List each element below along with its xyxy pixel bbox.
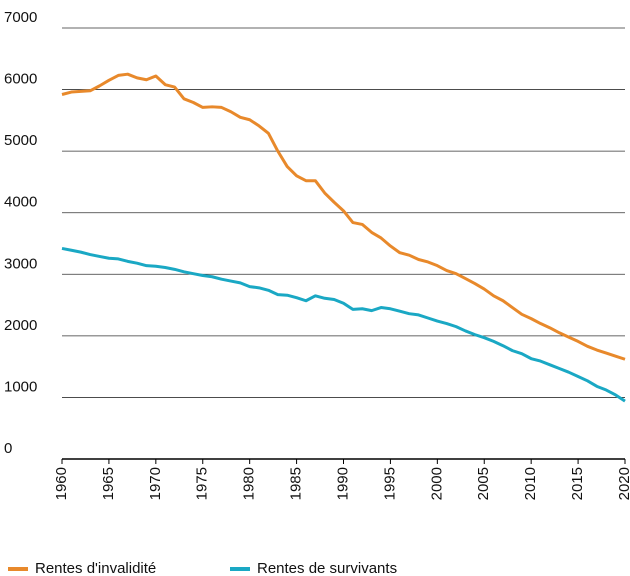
y-tick-label: 6000 [4,71,37,88]
x-tick-label: 1975 [194,467,211,500]
legend-label: Rentes de survivants [257,560,397,576]
x-tick-label: 2000 [428,467,445,500]
x-tick-label: 2015 [569,467,586,500]
y-tick-label: 0 [4,440,12,457]
x-tick-label: 1960 [53,467,70,500]
x-tick-label: 1980 [241,467,258,500]
y-tick-label: 4000 [4,194,37,211]
legend-label: Rentes d'invalidité [35,560,156,576]
x-tick-label: 2005 [475,467,492,500]
x-tick-label: 1965 [100,467,117,500]
y-tick-label: 1000 [4,378,37,395]
series-line [61,246,626,403]
x-tick-label: 2020 [616,467,630,500]
y-tick-label: 7000 [4,9,37,26]
y-tick-label: 3000 [4,255,37,272]
x-tick-label: 1995 [381,467,398,500]
x-tick-label: 1990 [334,467,351,500]
y-tick-label: 2000 [4,317,37,334]
x-tick-label: 1985 [288,467,305,500]
series-line [61,72,626,361]
x-tick-label: 2010 [522,467,539,500]
y-tick-label: 5000 [4,132,37,149]
x-tick-label: 1970 [147,467,164,500]
